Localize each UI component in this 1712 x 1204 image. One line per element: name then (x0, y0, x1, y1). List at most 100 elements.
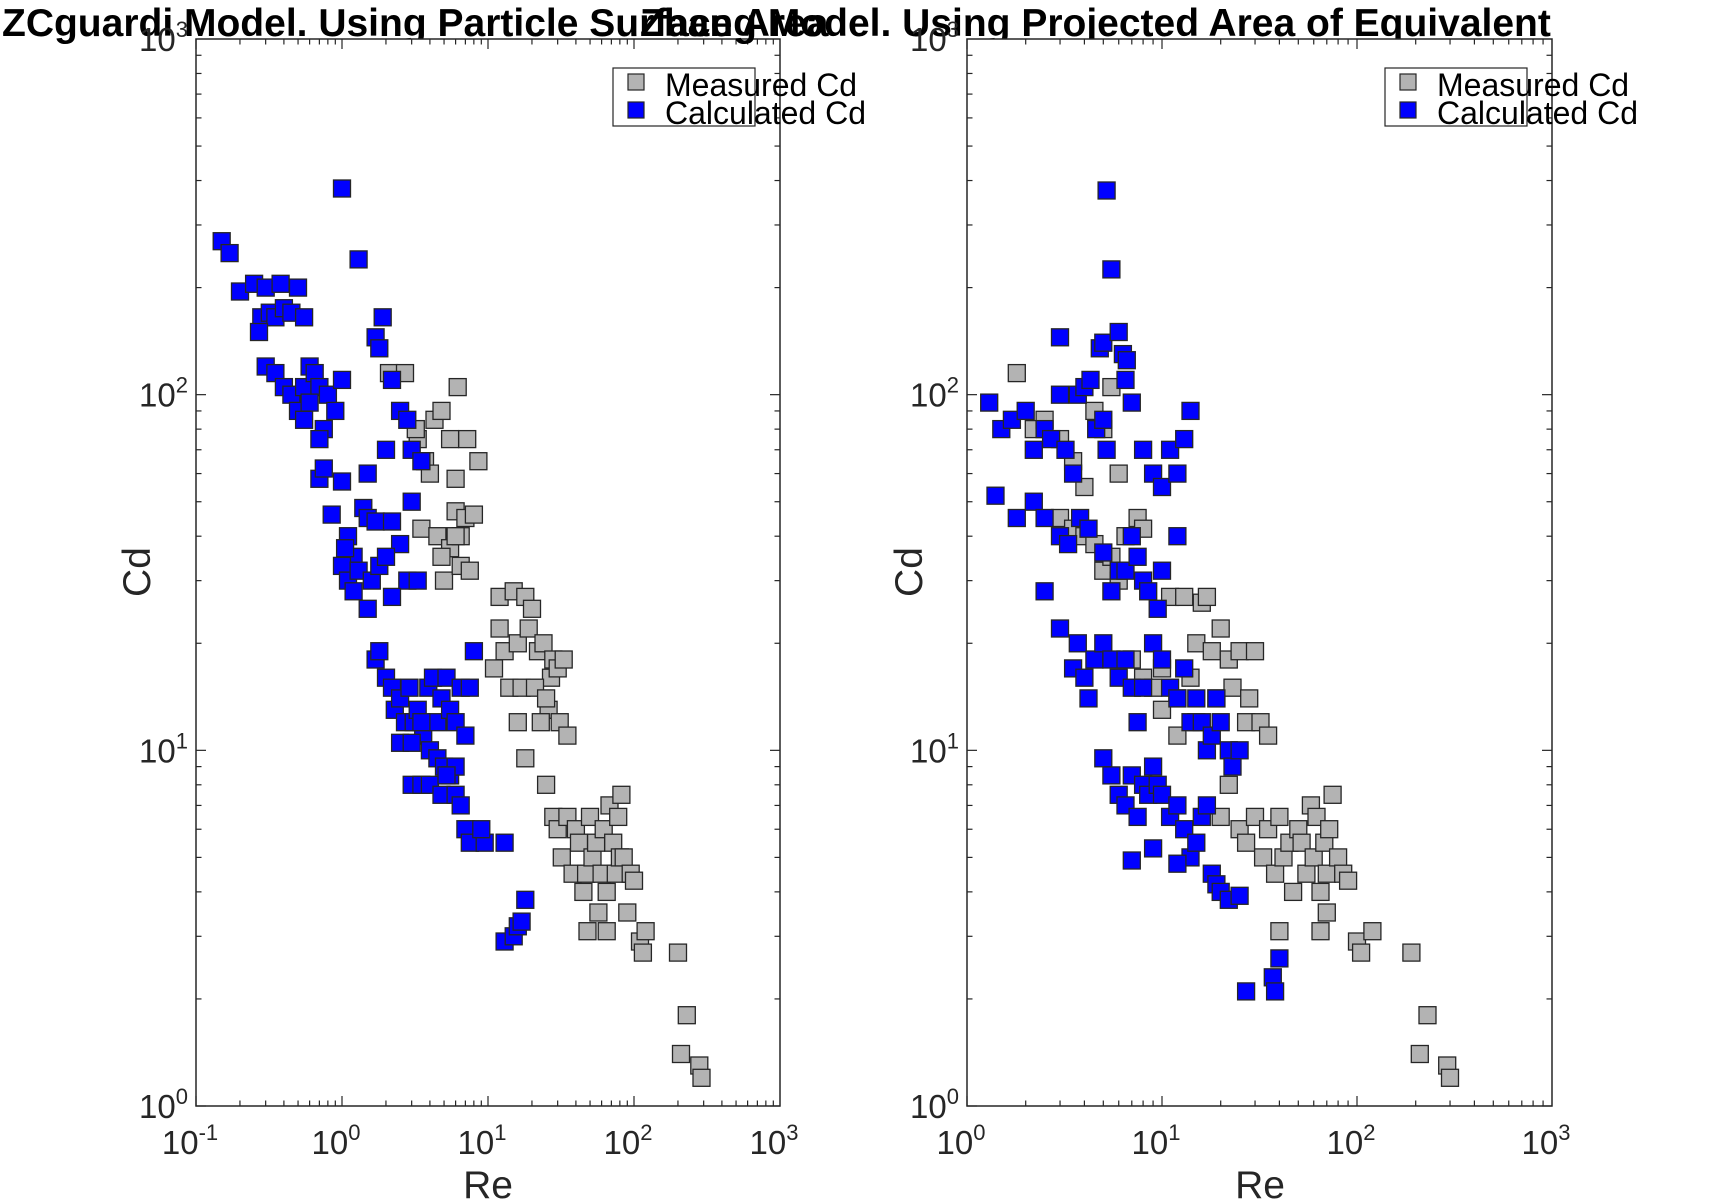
left-measured-point (576, 864, 596, 883)
right-calculated-point (1024, 440, 1043, 459)
left-calculated-point (288, 278, 308, 297)
left-calculated-point (472, 820, 491, 839)
left-calculated-point (322, 505, 341, 524)
right-x-tick-label: 102 (1327, 1120, 1376, 1161)
left-calculated-point (382, 587, 402, 607)
left-measured-point (589, 903, 608, 922)
left-calculated-point (400, 678, 419, 697)
left-y-tick-label: 101 (139, 728, 188, 769)
left-measured-point (536, 689, 556, 708)
right-legend-measured-marker (1399, 73, 1417, 91)
right-measured-point (1211, 807, 1230, 827)
right-measured-point (1245, 642, 1265, 661)
right-measured-point (1283, 882, 1303, 902)
left-measured-point (519, 619, 538, 638)
right-x-tick-label: 101 (1132, 1120, 1181, 1161)
right-tick-labels: 100 101 102 103 100 101 102 103 (910, 17, 1570, 1161)
right-calculated-point (1128, 807, 1147, 827)
right-measured-point (1253, 848, 1273, 867)
right-calculated-point (1081, 370, 1100, 390)
right-calculated-point (1050, 619, 1070, 638)
left-measured-point (597, 922, 616, 941)
right-calculated-point (1148, 599, 1167, 618)
left-legend-measured-label: Measured Cd (665, 67, 857, 103)
left-calculated-point (294, 410, 314, 429)
left-plot-area (196, 39, 780, 1106)
left-tick-marks (195, 39, 780, 1107)
right-measured-point (1202, 642, 1221, 661)
right-measured-point (1152, 700, 1172, 719)
right-calculated-point (1116, 650, 1135, 669)
left-calculated-point (408, 571, 427, 590)
left-calculated-point (376, 440, 396, 459)
left-calculated-point (398, 410, 417, 429)
left-calculated-point (335, 539, 355, 558)
right-measured-point (1317, 903, 1336, 922)
right-calculated-point (1041, 429, 1061, 449)
right-calculated-point (1152, 650, 1172, 669)
left-measured-point (531, 713, 550, 732)
left-x-tick-label: 10-1 (162, 1120, 218, 1161)
left-data-points (212, 179, 711, 1087)
left-calculated-point (376, 547, 396, 566)
left-measured-point (432, 547, 451, 566)
right-calculated-point (1187, 689, 1206, 708)
right-calculated-point (1152, 477, 1172, 497)
left-measured-point (446, 469, 465, 488)
right-measured-point (1187, 634, 1206, 653)
right-legend-measured-label: Measured Cd (1437, 67, 1629, 103)
right-calculated-point (1056, 440, 1075, 459)
right-calculated-point (1133, 440, 1153, 459)
left-measured-point (612, 785, 631, 804)
right-calculated-point (1168, 527, 1187, 546)
right-measured-point (1304, 848, 1323, 867)
left-measured-point (558, 726, 577, 745)
right-measured-point (1323, 785, 1342, 804)
left-calculated-point (332, 179, 352, 198)
right-calculated-point (1230, 741, 1249, 760)
right-measured-point (1219, 775, 1238, 794)
left-measured-point (554, 650, 573, 669)
left-calculated-point (271, 274, 290, 293)
right-calculated-point (1109, 322, 1128, 342)
right-calculated-point (1079, 519, 1098, 538)
right-calculated-point (1128, 547, 1147, 566)
right-calculated-point (1168, 689, 1187, 708)
right-measured-point (1402, 943, 1421, 962)
left-y-axis-label: Cd (116, 547, 159, 597)
right-calculated-point (1152, 561, 1172, 580)
left-legend-calculated-label: Calculated Cd (665, 95, 866, 131)
right-calculated-point (1050, 385, 1070, 404)
right-legend: Measured Cd Calculated Cd (1384, 67, 1638, 131)
left-measured-point (597, 882, 616, 902)
right-measured-point (1223, 678, 1242, 697)
right-calculated-point (1102, 766, 1121, 785)
left-measured-point (624, 871, 644, 890)
right-calculated-point (1094, 634, 1113, 653)
right-calculated-point (1063, 464, 1083, 483)
left-measured-point (614, 848, 633, 867)
left-chart-panel: ZCguardi Model. Using Particle Surface A… (2, 2, 866, 1204)
left-calculated-point (456, 726, 475, 745)
right-measured-point (1320, 820, 1339, 839)
right-measured-point (1292, 833, 1311, 852)
right-calculated-point (1094, 333, 1113, 352)
left-calculated-point (370, 642, 389, 661)
right-calculated-point (986, 486, 1005, 505)
right-measured-point (1363, 922, 1382, 941)
left-measured-point (636, 922, 655, 941)
right-measured-point (1440, 1068, 1460, 1087)
right-calculated-point (1117, 351, 1136, 370)
right-calculated-point (1223, 757, 1242, 776)
left-chart-title: ZCguardi Model. Using Particle Surface A… (2, 2, 829, 45)
right-calculated-point (1207, 689, 1226, 708)
right-plot-frame (966, 38, 1553, 1107)
right-calculated-point (1175, 429, 1194, 449)
right-calculated-point (1270, 949, 1289, 968)
left-calculated-point (390, 534, 410, 554)
right-calculated-point (1035, 508, 1054, 528)
left-calculated-point (332, 472, 352, 491)
right-calculated-point (1211, 713, 1230, 732)
left-calculated-point (464, 642, 484, 661)
